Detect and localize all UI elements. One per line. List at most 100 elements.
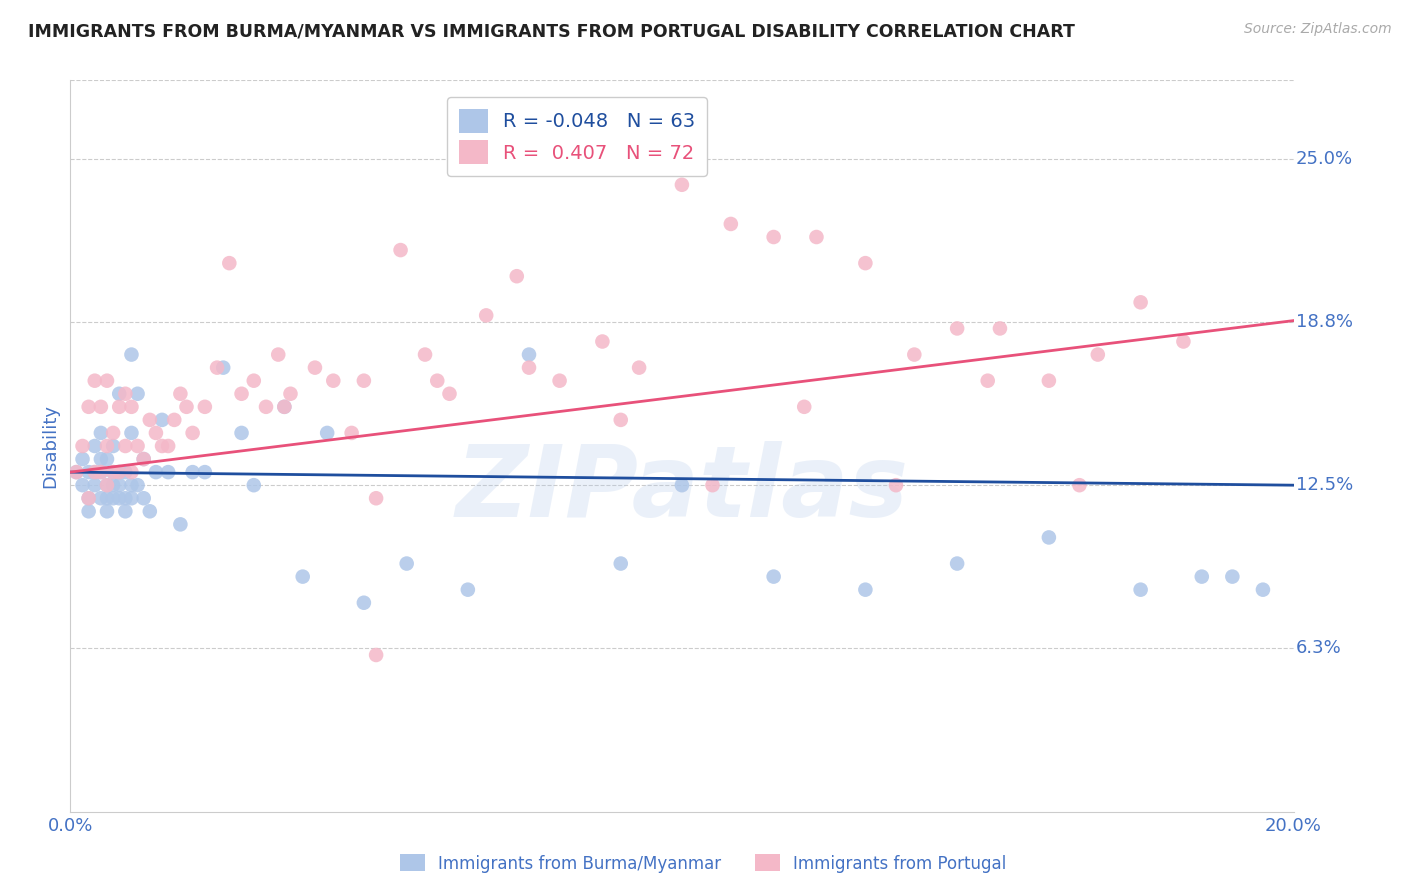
Point — [101, 478, 124, 492]
Point — [273, 400, 295, 414]
Point — [77, 400, 100, 414]
Point — [121, 478, 143, 492]
Point — [280, 386, 302, 401]
Point — [517, 348, 540, 362]
Point — [762, 230, 785, 244]
Point — [946, 557, 969, 571]
Point — [108, 386, 131, 401]
Point — [121, 465, 143, 479]
Point — [108, 491, 131, 506]
Point — [610, 557, 633, 571]
Point — [413, 348, 436, 362]
Point — [316, 425, 339, 440]
Point — [90, 465, 112, 479]
Point — [762, 569, 785, 583]
Point — [439, 386, 461, 401]
Point — [1129, 582, 1152, 597]
Point — [194, 400, 217, 414]
Point — [77, 491, 100, 506]
Point — [96, 478, 118, 492]
Point — [610, 413, 633, 427]
Point — [457, 582, 479, 597]
Point — [114, 386, 136, 401]
Point — [946, 321, 969, 335]
Point — [132, 452, 155, 467]
Point — [243, 374, 266, 388]
Point — [127, 439, 149, 453]
Legend: R = -0.048   N = 63, R =  0.407   N = 72: R = -0.048 N = 63, R = 0.407 N = 72 — [447, 97, 707, 176]
Point — [1129, 295, 1152, 310]
Y-axis label: Disability: Disability — [41, 404, 59, 488]
Point — [65, 465, 87, 479]
Point — [988, 321, 1011, 335]
Point — [77, 465, 100, 479]
Point — [101, 439, 124, 453]
Point — [169, 386, 191, 401]
Point — [83, 439, 105, 453]
Point — [96, 374, 118, 388]
Point — [90, 491, 112, 506]
Point — [83, 465, 105, 479]
Point — [1087, 348, 1109, 362]
Point — [548, 374, 571, 388]
Text: 18.8%: 18.8% — [1296, 313, 1353, 331]
Point — [132, 452, 155, 467]
Point — [150, 439, 173, 453]
Point — [793, 400, 815, 414]
Point — [671, 478, 693, 492]
Point — [395, 557, 418, 571]
Point — [101, 491, 124, 506]
Point — [1220, 569, 1243, 583]
Point — [83, 374, 105, 388]
Point — [90, 465, 112, 479]
Text: Source: ZipAtlas.com: Source: ZipAtlas.com — [1244, 22, 1392, 37]
Point — [254, 400, 277, 414]
Text: ZIPatlas: ZIPatlas — [456, 442, 908, 539]
Point — [127, 478, 149, 492]
Point — [108, 478, 131, 492]
Text: 12.5%: 12.5% — [1296, 476, 1353, 494]
Point — [181, 465, 204, 479]
Point — [163, 413, 186, 427]
Point — [139, 413, 162, 427]
Point — [884, 478, 907, 492]
Point — [1173, 334, 1195, 349]
Point — [304, 360, 326, 375]
Point — [1251, 582, 1274, 597]
Text: 25.0%: 25.0% — [1296, 150, 1353, 168]
Point — [855, 256, 877, 270]
Point — [267, 348, 290, 362]
Point — [114, 504, 136, 518]
Point — [181, 425, 204, 440]
Point — [671, 178, 693, 192]
Point — [96, 504, 118, 518]
Point — [806, 230, 828, 244]
Point — [506, 269, 529, 284]
Point — [90, 425, 112, 440]
Point — [101, 425, 124, 440]
Point — [426, 374, 449, 388]
Point — [1069, 478, 1091, 492]
Point — [353, 374, 375, 388]
Text: IMMIGRANTS FROM BURMA/MYANMAR VS IMMIGRANTS FROM PORTUGAL DISABILITY CORRELATION: IMMIGRANTS FROM BURMA/MYANMAR VS IMMIGRA… — [28, 22, 1076, 40]
Point — [108, 400, 131, 414]
Point — [90, 400, 112, 414]
Point — [157, 465, 180, 479]
Point — [340, 425, 363, 440]
Point — [628, 360, 651, 375]
Point — [366, 491, 388, 506]
Point — [176, 400, 198, 414]
Point — [83, 478, 105, 492]
Point — [96, 491, 118, 506]
Point — [976, 374, 998, 388]
Text: 6.3%: 6.3% — [1296, 640, 1341, 657]
Point — [366, 648, 388, 662]
Point — [96, 478, 118, 492]
Point — [194, 465, 217, 479]
Point — [145, 425, 167, 440]
Point — [114, 439, 136, 453]
Point — [132, 491, 155, 506]
Point — [96, 452, 118, 467]
Point — [1038, 374, 1060, 388]
Point — [145, 465, 167, 479]
